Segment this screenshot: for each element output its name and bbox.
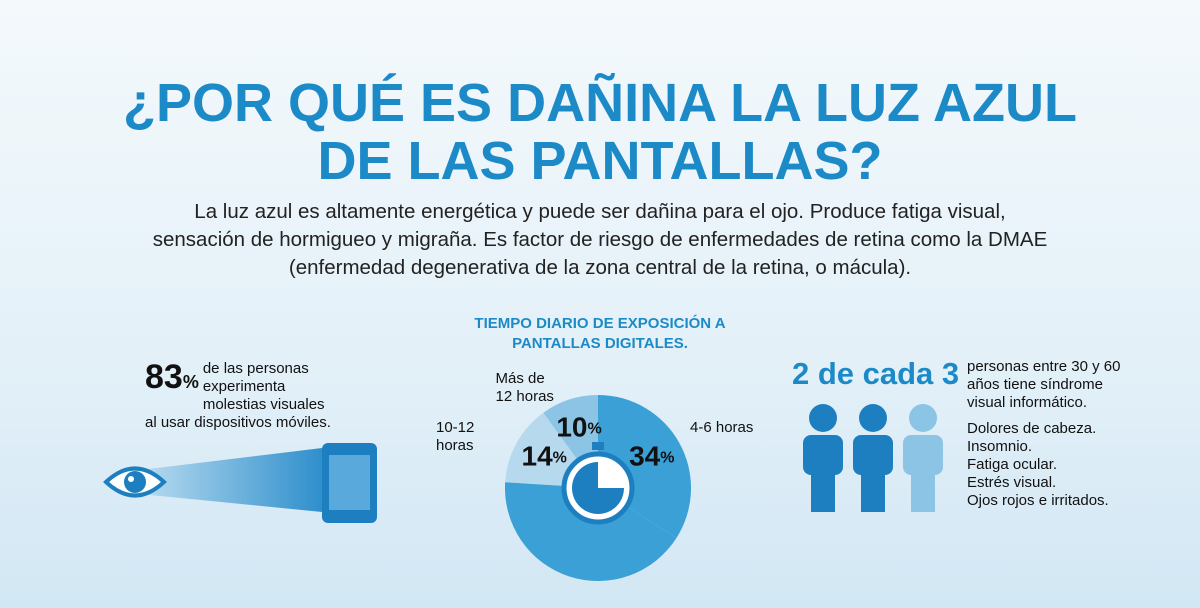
phone-screen — [329, 455, 370, 510]
stat-left-figure: 83% — [145, 360, 199, 401]
eye-iris — [124, 471, 146, 493]
category-label: 4-6 horas — [690, 419, 754, 437]
stat-right-value: 2 de cada 3 — [792, 356, 960, 391]
clock-hand — [572, 462, 624, 514]
category-label: 10-12 horas — [435, 419, 475, 455]
data-label-value: 14 — [522, 441, 554, 472]
data-label-unit: % — [553, 450, 567, 467]
intro: La luz azul es altamente energética y pu… — [152, 200, 1048, 279]
category-label: Más de 12 horas — [495, 370, 554, 406]
people-icons — [803, 404, 893, 512]
pie-slice — [505, 482, 677, 582]
data-label-value: 34 — [629, 441, 661, 472]
data-label-value: 10 — [556, 412, 587, 443]
stat-left-value: 83 — [145, 358, 183, 396]
data-label: 14% — [522, 441, 567, 472]
symptom: Ojos rojos e irritados. — [967, 492, 1109, 509]
clock-knob — [592, 442, 604, 450]
data-label-unit: % — [660, 450, 674, 467]
person-icon-light — [903, 404, 943, 512]
symptom: Insomnio. — [967, 438, 1033, 455]
title-line: DE LAS PANTALLAS? — [317, 131, 883, 191]
symptom: Dolores de cabeza. — [967, 420, 1097, 437]
pie: 34%14%10% — [505, 395, 692, 582]
symptom-list: Dolores de cabeza. Insomnio. Fatiga ocular… — [967, 420, 1167, 510]
light-beam — [140, 448, 322, 512]
stat-left-unit: % — [182, 372, 199, 392]
eye-glint — [128, 476, 134, 482]
data-label: 10% — [556, 412, 601, 443]
data-label-unit: % — [587, 421, 601, 438]
chart-title: TIEMPO DIARIO DE EXPOSICIÓN A PANTALLAS … — [474, 315, 726, 352]
title-line: ¿POR QUÉ ES DAÑINA LA LUZ AZUL — [123, 73, 1077, 133]
data-label: 34% — [629, 441, 674, 472]
symptom: Fatiga ocular. — [967, 456, 1058, 473]
stat-right-text: personas entre 30 y 60 años tiene síndro… — [967, 358, 1121, 411]
symptom: Estrés visual. — [967, 474, 1057, 491]
stat-left-text: de las personas experimenta molestias vi… — [145, 360, 331, 431]
stat-left: 83% de las personas experimenta molestia… — [145, 360, 335, 432]
